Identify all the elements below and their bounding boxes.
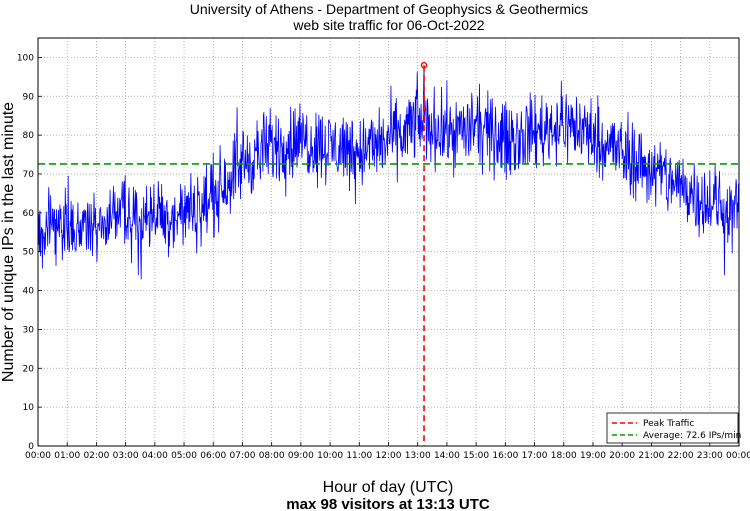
x-tick-label: 01:00: [54, 451, 80, 461]
x-tick-label: 05:00: [171, 451, 197, 461]
x-tick-label: 04:00: [142, 451, 168, 461]
legend-peak-label: Peak Traffic: [643, 419, 694, 429]
x-tick-label: 20:00: [609, 451, 635, 461]
x-tick-label: 22:00: [668, 451, 694, 461]
y-tick-label: 70: [23, 170, 35, 180]
x-tick-label: 00:00: [25, 451, 51, 461]
x-tick-label: 17:00: [522, 451, 548, 461]
x-tick-label: 06:00: [200, 451, 226, 461]
x-tick-label: 03:00: [113, 451, 139, 461]
y-tick-label: 50: [23, 248, 35, 258]
x-axis-label: Hour of day (UTC): [323, 479, 454, 496]
y-tick-label: 10: [23, 403, 35, 413]
x-tick-label: 12:00: [376, 451, 402, 461]
x-tick-label: 09:00: [288, 451, 314, 461]
traffic-series: [37, 65, 739, 280]
y-tick-label: 40: [23, 287, 35, 297]
grid-lines: [38, 38, 739, 446]
x-tick-label: 18:00: [551, 451, 577, 461]
y-axis-ticks: 0 10 20 30 40 50 60 70 80 90 100: [17, 53, 42, 452]
y-tick-label: 80: [23, 131, 35, 141]
x-tick-label: 14:00: [434, 451, 460, 461]
legend: Peak Traffic Average: 72.6 IPs/min: [606, 412, 741, 444]
chart-title: University of Athens - Department of Geo…: [190, 1, 588, 17]
x-tick-label: 07:00: [229, 451, 255, 461]
y-tick-label: 100: [17, 53, 34, 63]
y-tick-label: 20: [23, 364, 35, 374]
x-tick-label: 13:00: [405, 451, 431, 461]
y-tick-label: 90: [23, 92, 35, 102]
x-tick-label: 19:00: [580, 451, 606, 461]
y-tick-label: 30: [23, 325, 35, 335]
x-axis-ticks: 00:00 01:00 02:00 03:00 04:00 05:00 06:00 07:00…: [25, 442, 750, 461]
y-tick-label: 0: [28, 442, 34, 452]
traffic-line: [37, 65, 739, 280]
legend-box: [606, 412, 739, 444]
x-tick-label: 08:00: [259, 451, 285, 461]
x-tick-label: 10:00: [317, 451, 343, 461]
x-tick-label: 23:00: [697, 451, 723, 461]
peak-marker: [420, 61, 428, 69]
y-axis-label: Number of unique IPs in the last minute: [0, 102, 17, 382]
max-visitors-caption: max 98 visitors at 13:13 UTC: [286, 496, 490, 511]
chart-subtitle: web site traffic for 06-Oct-2022: [292, 17, 484, 33]
x-tick-label: 11:00: [346, 451, 372, 461]
x-tick-label: 15:00: [463, 451, 489, 461]
x-tick-label: 00:00: [726, 451, 750, 461]
x-tick-label: 21:00: [638, 451, 664, 461]
x-tick-label: 02:00: [83, 451, 109, 461]
y-tick-label: 60: [23, 209, 35, 219]
legend-average-label: Average: 72.6 IPs/min: [643, 431, 741, 441]
x-tick-label: 16:00: [492, 451, 518, 461]
